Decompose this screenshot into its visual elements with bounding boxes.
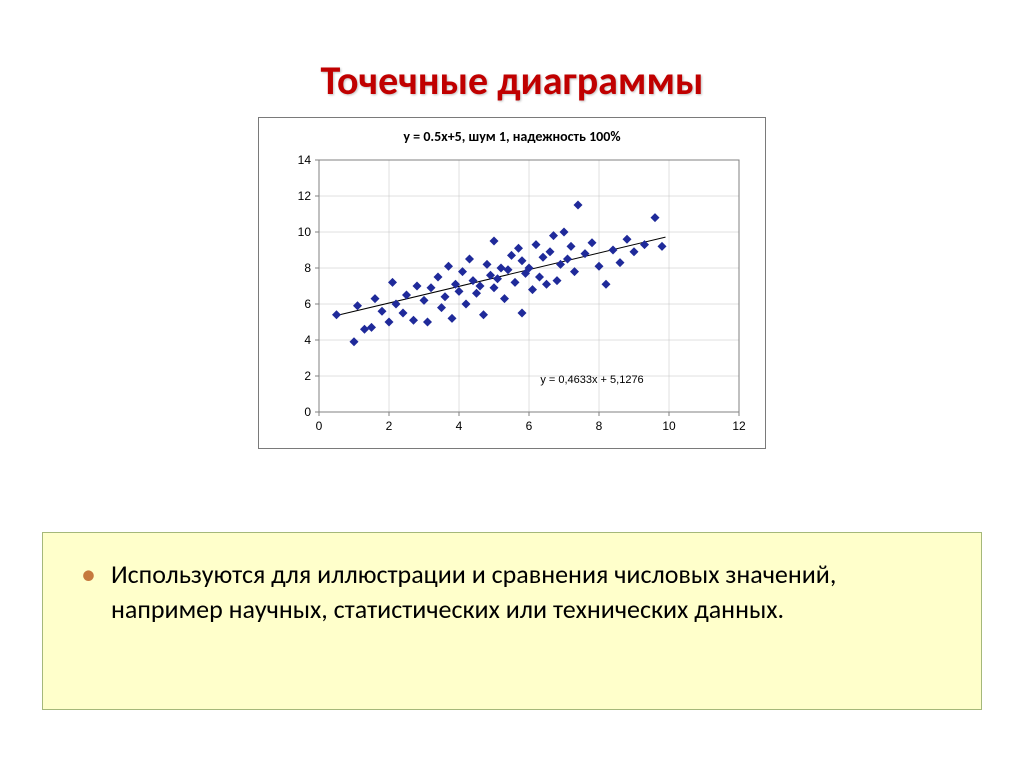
svg-text:10: 10 [298, 225, 312, 239]
svg-text:2: 2 [304, 369, 311, 383]
svg-text:0: 0 [304, 405, 311, 419]
svg-text:2: 2 [386, 419, 393, 433]
slide-title: Точечные диаграммы [0, 0, 1024, 105]
chart-title: y = 0.5x+5, шум 1, надежность 100% [259, 118, 765, 145]
scatter-chart-box: y = 0.5x+5, шум 1, надежность 100% 0 2 4 6 8… [258, 117, 766, 449]
svg-text:6: 6 [304, 297, 311, 311]
svg-text:0: 0 [316, 419, 323, 433]
svg-text:10: 10 [662, 419, 676, 433]
svg-text:4: 4 [304, 333, 311, 347]
svg-text:y = 0,4633x + 5,1276: y = 0,4633x + 5,1276 [540, 374, 643, 386]
svg-text:4: 4 [456, 419, 463, 433]
svg-text:12: 12 [298, 189, 312, 203]
chart-container: y = 0.5x+5, шум 1, надежность 100% 0 2 4 6 8… [0, 117, 1024, 449]
svg-text:8: 8 [304, 261, 311, 275]
svg-text:14: 14 [298, 154, 312, 167]
bullet-icon: • [81, 555, 96, 596]
svg-text:6: 6 [526, 419, 533, 433]
description-box: • Используются для иллюстрации и сравнен… [42, 532, 982, 710]
svg-text:12: 12 [732, 419, 746, 433]
description-text: Используются для иллюстрации и сравнения… [111, 558, 836, 625]
svg-text:8: 8 [596, 419, 603, 433]
scatter-plot: 0 2 4 6 8 10 12 0 2 4 6 8 10 12 14 y = 0,4633x + 5,1276 [279, 154, 759, 450]
